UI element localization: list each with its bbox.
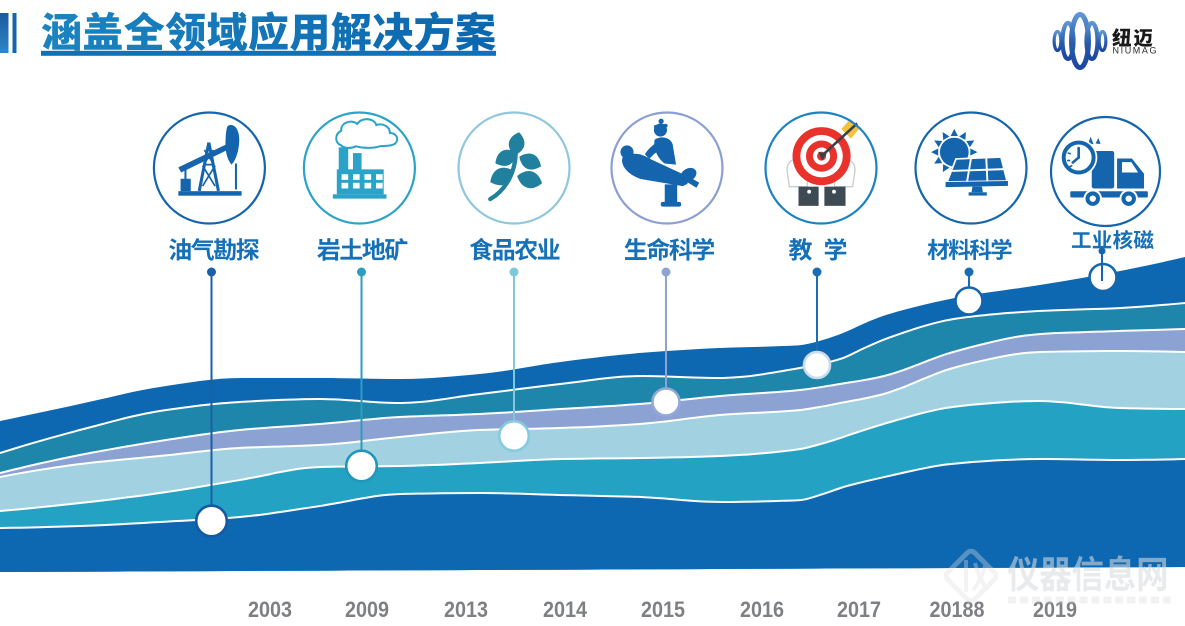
svg-text:2013: 2013	[444, 597, 488, 622]
svg-text:2015: 2015	[641, 597, 685, 622]
svg-text:2019: 2019	[1033, 597, 1077, 622]
svg-text:2017: 2017	[837, 597, 881, 622]
svg-text:2003: 2003	[248, 597, 292, 622]
svg-text:2014: 2014	[543, 597, 588, 622]
svg-text:2009: 2009	[345, 597, 389, 622]
svg-text:NIUMAG: NIUMAG	[1113, 46, 1159, 56]
svg-text:2016: 2016	[740, 597, 784, 622]
svg-text:20188: 20188	[930, 597, 985, 622]
